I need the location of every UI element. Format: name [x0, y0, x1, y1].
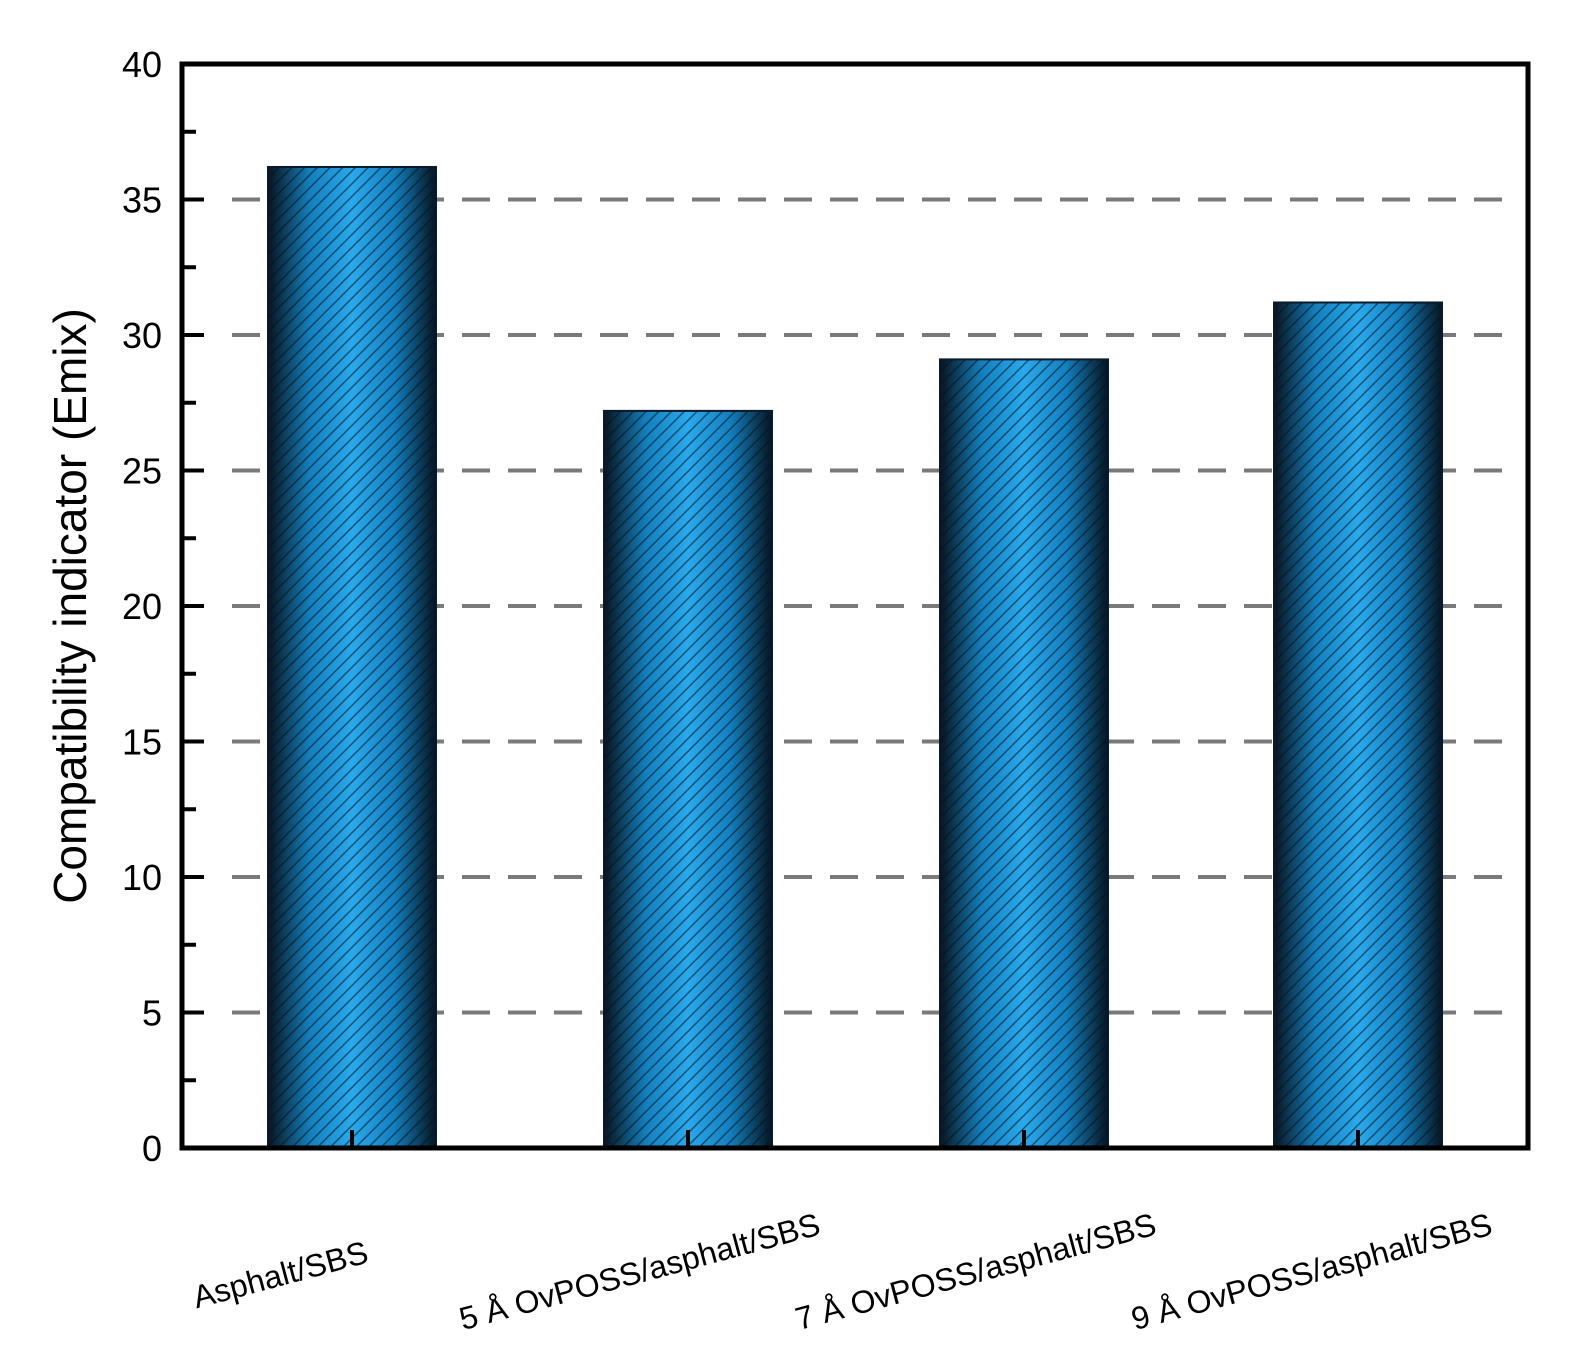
x-tick-label: Asphalt/SBS [189, 1234, 372, 1315]
x-tick-label: 9 Å OvPOSS/asphalt/SBS [1127, 1206, 1495, 1337]
y-tick-label: 5 [142, 993, 162, 1034]
x-tick-label: 7 Å OvPOSS/asphalt/SBS [791, 1206, 1159, 1337]
x-tick-label: 5 Å OvPOSS/asphalt/SBS [455, 1206, 823, 1337]
y-tick-label: 25 [122, 451, 162, 492]
bar [267, 165, 437, 1150]
y-tick-label: 35 [122, 180, 162, 221]
axes [179, 61, 1531, 1151]
bar [939, 358, 1109, 1149]
y-tick-label: 10 [122, 857, 162, 898]
y-tick-label: 40 [122, 44, 162, 85]
bar [603, 409, 773, 1149]
y-axis-label: Compatibility indicator (Emix) [44, 308, 96, 904]
bars [267, 165, 1443, 1150]
y-tick-label: 20 [122, 586, 162, 627]
bar [1273, 301, 1443, 1150]
y-tick-label: 0 [142, 1128, 162, 1169]
y-tick-label: 30 [122, 315, 162, 356]
y-tick-label: 15 [122, 722, 162, 763]
